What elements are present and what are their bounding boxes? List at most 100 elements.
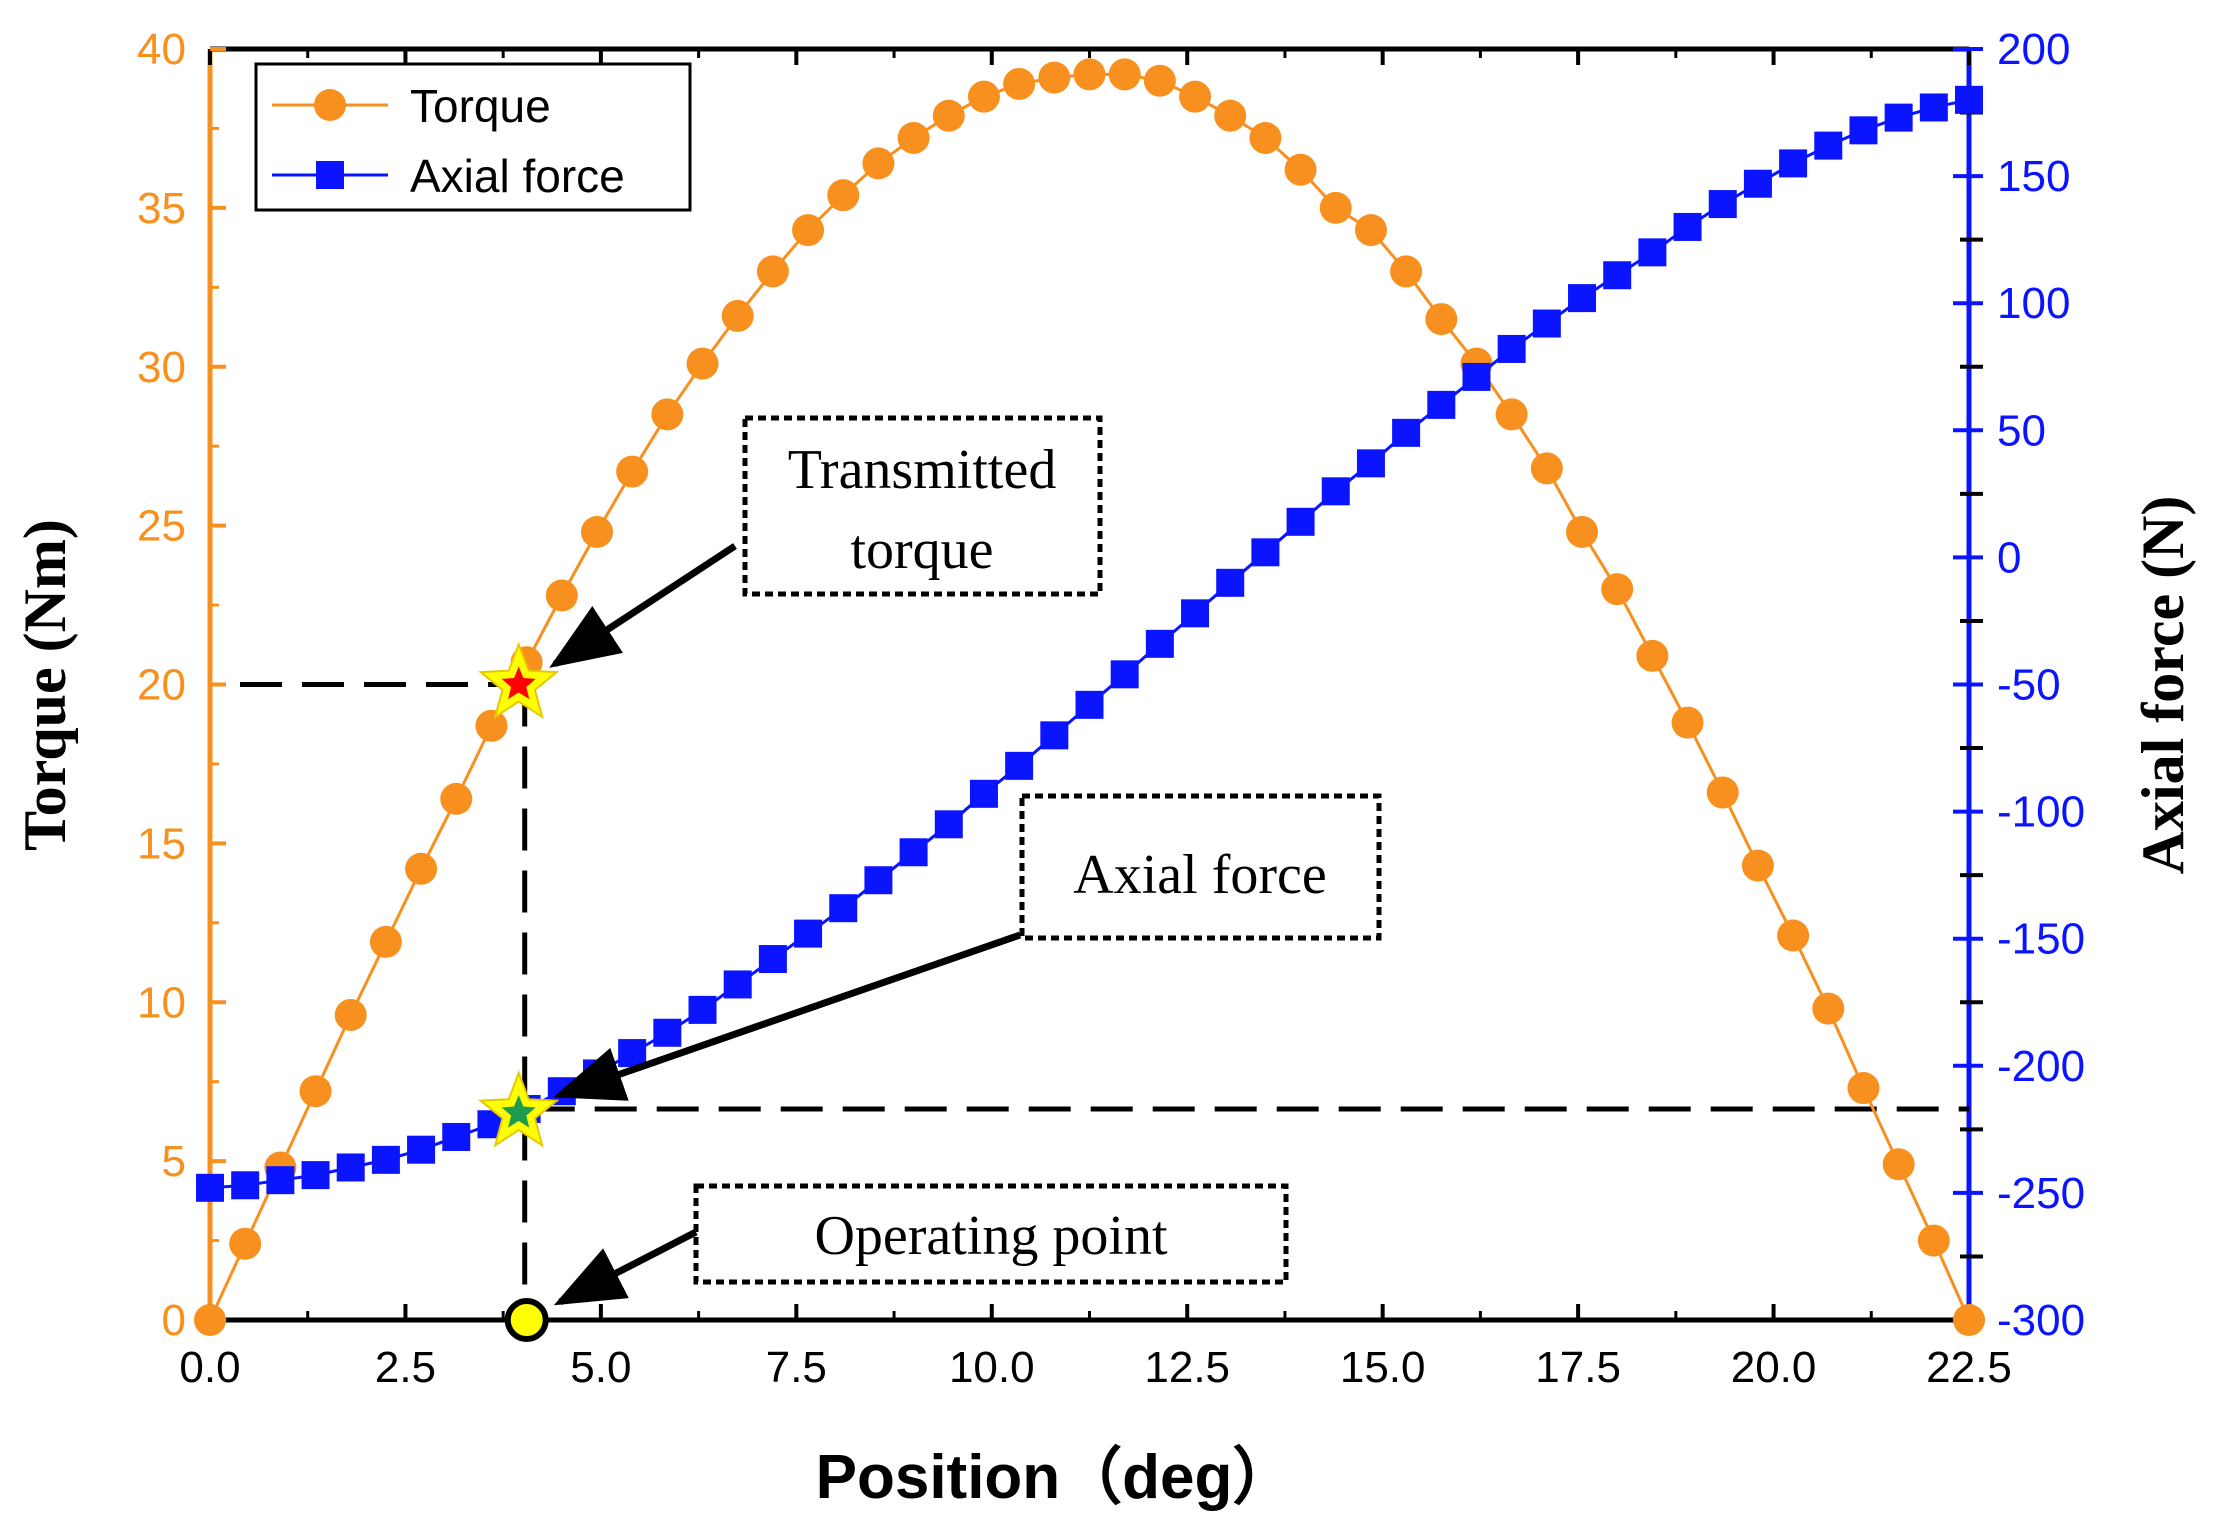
torque-point: [1179, 80, 1212, 113]
torque-point: [721, 299, 754, 332]
axial-force-point: [301, 1161, 330, 1190]
torque-point: [1354, 214, 1387, 247]
torque-point: [1003, 67, 1036, 100]
torque-point: [1319, 191, 1352, 224]
torque-star-inner: [501, 666, 536, 700]
axial-force-point: [899, 838, 928, 867]
torque-point: [1671, 706, 1704, 739]
axial-force-point: [969, 779, 998, 808]
left-tick-label: 40: [137, 25, 186, 74]
torque-point: [1108, 58, 1141, 91]
legend: Torque Axial force: [254, 62, 692, 212]
axial-force-point: [1005, 751, 1034, 780]
torque-point: [1847, 1072, 1880, 1105]
axial-force-point: [1462, 362, 1491, 391]
legend-axial-marker: [316, 161, 344, 189]
axial-force-point: [1638, 238, 1667, 267]
axial-force-point: [371, 1145, 400, 1174]
torque-point: [545, 579, 578, 612]
torque-point: [651, 398, 684, 431]
series-layer: [194, 58, 1985, 1336]
left-tick-label: 0: [162, 1296, 186, 1345]
annotation-arrow-torque: [549, 543, 737, 668]
left-tick-label: 25: [137, 502, 186, 551]
x-tick-label: 10.0: [949, 1343, 1035, 1392]
operating-point-marker: [504, 1298, 549, 1342]
torque-point: [827, 179, 860, 212]
torque-point: [334, 998, 367, 1031]
annotation-axial-force: Axial force: [553, 793, 1382, 1101]
axial-force-point: [1497, 334, 1526, 363]
axial-force-point: [1286, 507, 1315, 536]
right-tick-label: -100: [1997, 788, 2085, 837]
x-tick-label: 20.0: [1731, 1343, 1817, 1392]
torque-point: [862, 147, 895, 180]
axial-force-point: [442, 1122, 471, 1151]
left-tick-label: 35: [137, 184, 186, 233]
left-axis-label: Torque (Nm): [12, 519, 78, 851]
axial-force-point: [196, 1173, 224, 1202]
axial-force-point: [1779, 149, 1808, 178]
axial-force-point: [1884, 103, 1913, 132]
left-axis-ticks: 0 5 10 15 20 25 30 35 40: [137, 25, 226, 1345]
torque-point: [1777, 919, 1810, 952]
x-tick-label: 17.5: [1535, 1343, 1621, 1392]
torque-point: [194, 1304, 226, 1336]
left-tick-label: 5: [162, 1137, 186, 1186]
axial-force-point: [1145, 629, 1174, 658]
axial-force-point: [864, 866, 893, 895]
left-tick-label: 30: [137, 343, 186, 392]
axial-force-point: [1181, 599, 1210, 628]
axial-force-point: [1321, 477, 1350, 506]
right-axis-ticks: -300 -250 -200 -150 -100 -50 0 50 100 150 200: [1953, 25, 2085, 1345]
torque-point: [1706, 776, 1739, 809]
axial-force-point: [723, 970, 752, 999]
torque-point: [1566, 515, 1599, 548]
right-tick-label: 0: [1997, 533, 2021, 582]
axial-force-point: [1532, 309, 1561, 338]
x-tick-label: 22.5: [1926, 1343, 2012, 1392]
x-tick-label: 2.5: [375, 1343, 436, 1392]
axial-force-point: [653, 1018, 682, 1047]
axial-force-point: [1427, 390, 1456, 419]
torque-point: [1425, 303, 1458, 336]
axial-force-point: [407, 1135, 436, 1164]
axial-force-point: [1849, 116, 1878, 145]
annotation-text-torque-line1: Transmitted: [788, 439, 1057, 501]
torque-point: [897, 121, 930, 154]
torque-point: [1917, 1224, 1950, 1257]
torque-point: [369, 925, 402, 958]
axial-force-point: [1392, 418, 1421, 447]
left-tick-label: 10: [137, 978, 186, 1027]
reference-lines: [240, 682, 1969, 1306]
torque-point: [1284, 153, 1317, 186]
torque-point: [792, 214, 825, 247]
right-tick-label: -250: [1997, 1169, 2085, 1218]
x-axis-label: Position（deg）: [816, 1442, 1295, 1512]
axial-force-point: [688, 995, 717, 1024]
right-tick-label: 200: [1997, 25, 2070, 74]
torque-point: [756, 255, 789, 288]
x-axis-ticks: 0.0 2.5 5.0 7.5 10.0 12.5 15.0 17.5 20.0 22.5: [179, 49, 2012, 1392]
annotation-transmitted-torque: Transmitted torque: [549, 415, 1103, 668]
x-tick-label: 15.0: [1340, 1343, 1426, 1392]
torque-point: [1636, 639, 1669, 672]
axial-force-point: [1075, 690, 1104, 719]
axial-force-point: [1814, 131, 1843, 160]
axial-force-point: [1040, 721, 1069, 750]
annotation-box-operating: [693, 1183, 1289, 1285]
left-tick-label: 20: [137, 661, 186, 710]
torque-point: [967, 80, 1000, 113]
torque-point: [1882, 1148, 1915, 1181]
axial-force-point: [829, 894, 858, 923]
axial-star-inner: [501, 1095, 536, 1128]
torque-point: [580, 515, 613, 548]
x-tick-label: 0.0: [179, 1343, 240, 1392]
torque-point: [686, 347, 719, 380]
right-tick-label: -150: [1997, 915, 2085, 964]
torque-point: [1143, 64, 1176, 97]
x-tick-label: 12.5: [1144, 1343, 1230, 1392]
torque-point: [932, 99, 965, 132]
torque-point: [440, 782, 473, 815]
axial-force-point: [1110, 660, 1139, 689]
